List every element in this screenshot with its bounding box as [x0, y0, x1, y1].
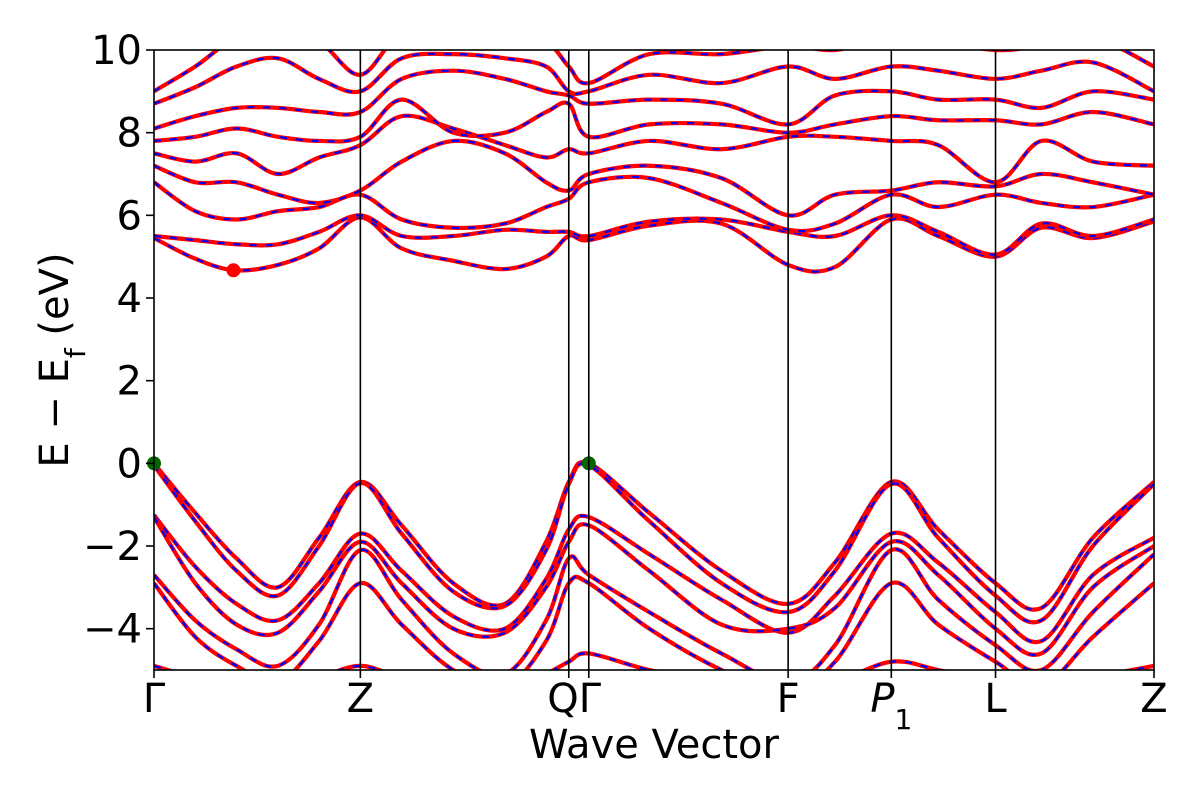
y-axis-label-sub: f: [59, 347, 92, 358]
x-tick-label-4: Γ: [579, 676, 602, 722]
y-tick-label-7: −2: [83, 524, 142, 570]
bands-layer: [154, 50, 1154, 670]
band-line-5: [154, 113, 1154, 185]
band-line-dashed-16: [154, 652, 1154, 670]
band-line-dashed-14: [154, 548, 1154, 670]
y-ticks: 10 8 6 4 2 0 −2 −4: [83, 28, 154, 653]
x-ticks: Γ Z Q Γ F P1 L Z: [143, 670, 1168, 736]
y-axis-label: E − Ef (eV): [32, 252, 92, 467]
x-tick-label-3: Q: [547, 676, 578, 722]
y-axis-label-main: E − E: [32, 358, 78, 468]
x-tick-label-2: Z: [347, 676, 374, 722]
band-line-dashed-8: [154, 52, 1154, 105]
x-tick-label-6: P1: [870, 676, 912, 736]
band-line-1: [154, 215, 1154, 274]
x-tick-label-1: Γ: [143, 676, 166, 722]
band-line-dashed-2: [154, 214, 1154, 256]
band-line-dashed-11: [154, 462, 1154, 624]
y-tick-label-4: 4: [117, 276, 142, 322]
x-tick-label-7: L: [984, 676, 1007, 722]
band-line-dashed-13: [154, 516, 1154, 657]
y-tick-label-2: 8: [117, 111, 142, 157]
band-line-dashed-6: [154, 98, 1154, 143]
y-tick-label-8: −4: [83, 607, 142, 653]
x-axis-label: Wave Vector: [529, 722, 780, 768]
band-line-3: [154, 174, 1154, 234]
y-axis-label-unit: (eV): [32, 252, 78, 348]
y-tick-label-6: 0: [117, 441, 142, 487]
y-tick-label-3: 6: [117, 193, 142, 239]
band-line-dashed-12: [154, 514, 1154, 644]
band-line-dashed-15: [154, 575, 1154, 670]
plot-frame: [153, 49, 1155, 671]
x-tick-label-5: F: [777, 676, 800, 722]
y-tick-label-1: 10: [91, 28, 142, 74]
band-line-dashed-4: [154, 139, 1154, 217]
y-tick-label-5: 2: [117, 359, 142, 405]
band-line-9: [154, 50, 1154, 94]
band-line-dashed-7: [154, 69, 1154, 130]
cbm-marker: [226, 263, 241, 278]
x-tick-label-8: Z: [1140, 676, 1167, 722]
kpoint-lines-layer: [359, 50, 997, 670]
